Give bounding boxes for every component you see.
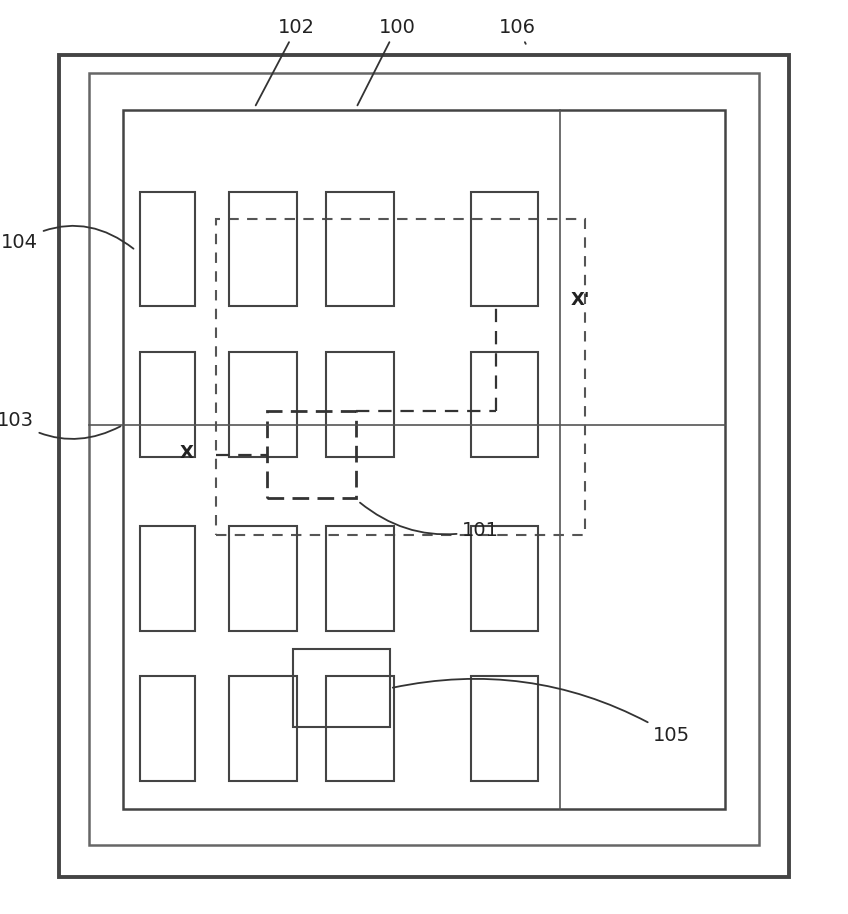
Bar: [267, 411, 356, 498]
Bar: [140, 526, 195, 631]
Text: 104: 104: [1, 226, 133, 251]
Bar: [326, 526, 394, 631]
Bar: [471, 526, 538, 631]
Bar: [140, 192, 195, 306]
Text: X: X: [180, 444, 193, 462]
Bar: [89, 73, 759, 845]
Bar: [229, 192, 297, 306]
Bar: [293, 649, 390, 727]
Bar: [229, 352, 297, 457]
Bar: [326, 352, 394, 457]
Text: 100: 100: [357, 18, 416, 105]
Bar: [326, 192, 394, 306]
Bar: [229, 676, 297, 781]
Bar: [326, 676, 394, 781]
Bar: [216, 219, 585, 535]
Bar: [471, 676, 538, 781]
Text: X': X': [571, 291, 590, 309]
Text: 102: 102: [256, 18, 315, 105]
Bar: [229, 526, 297, 631]
Text: 101: 101: [360, 503, 499, 539]
Bar: [140, 676, 195, 781]
Bar: [471, 192, 538, 306]
Bar: [59, 55, 789, 877]
Text: 106: 106: [499, 18, 536, 44]
Bar: [140, 352, 195, 457]
Bar: [471, 352, 538, 457]
Bar: [123, 110, 725, 809]
Text: 105: 105: [393, 679, 690, 745]
Text: 103: 103: [0, 411, 120, 439]
